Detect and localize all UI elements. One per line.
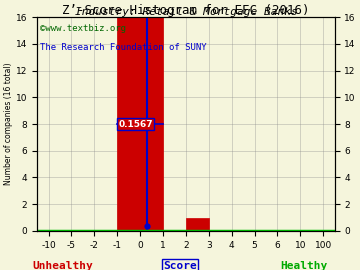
Title: Z’-Score Histogram for EFC (2016): Z’-Score Histogram for EFC (2016) xyxy=(62,4,310,17)
Text: Score: Score xyxy=(163,261,197,270)
Text: 0.1567: 0.1567 xyxy=(118,120,153,129)
Text: Industry: Retail & Mortgage Banks: Industry: Retail & Mortgage Banks xyxy=(75,7,297,17)
Bar xyxy=(117,17,163,231)
Y-axis label: Number of companies (16 total): Number of companies (16 total) xyxy=(4,63,13,185)
Text: Unhealthy: Unhealthy xyxy=(32,261,93,270)
Bar xyxy=(186,218,209,231)
Text: The Research Foundation of SUNY: The Research Foundation of SUNY xyxy=(40,43,207,52)
Text: ©www.textbiz.org: ©www.textbiz.org xyxy=(40,23,126,33)
Text: Healthy: Healthy xyxy=(280,261,328,270)
